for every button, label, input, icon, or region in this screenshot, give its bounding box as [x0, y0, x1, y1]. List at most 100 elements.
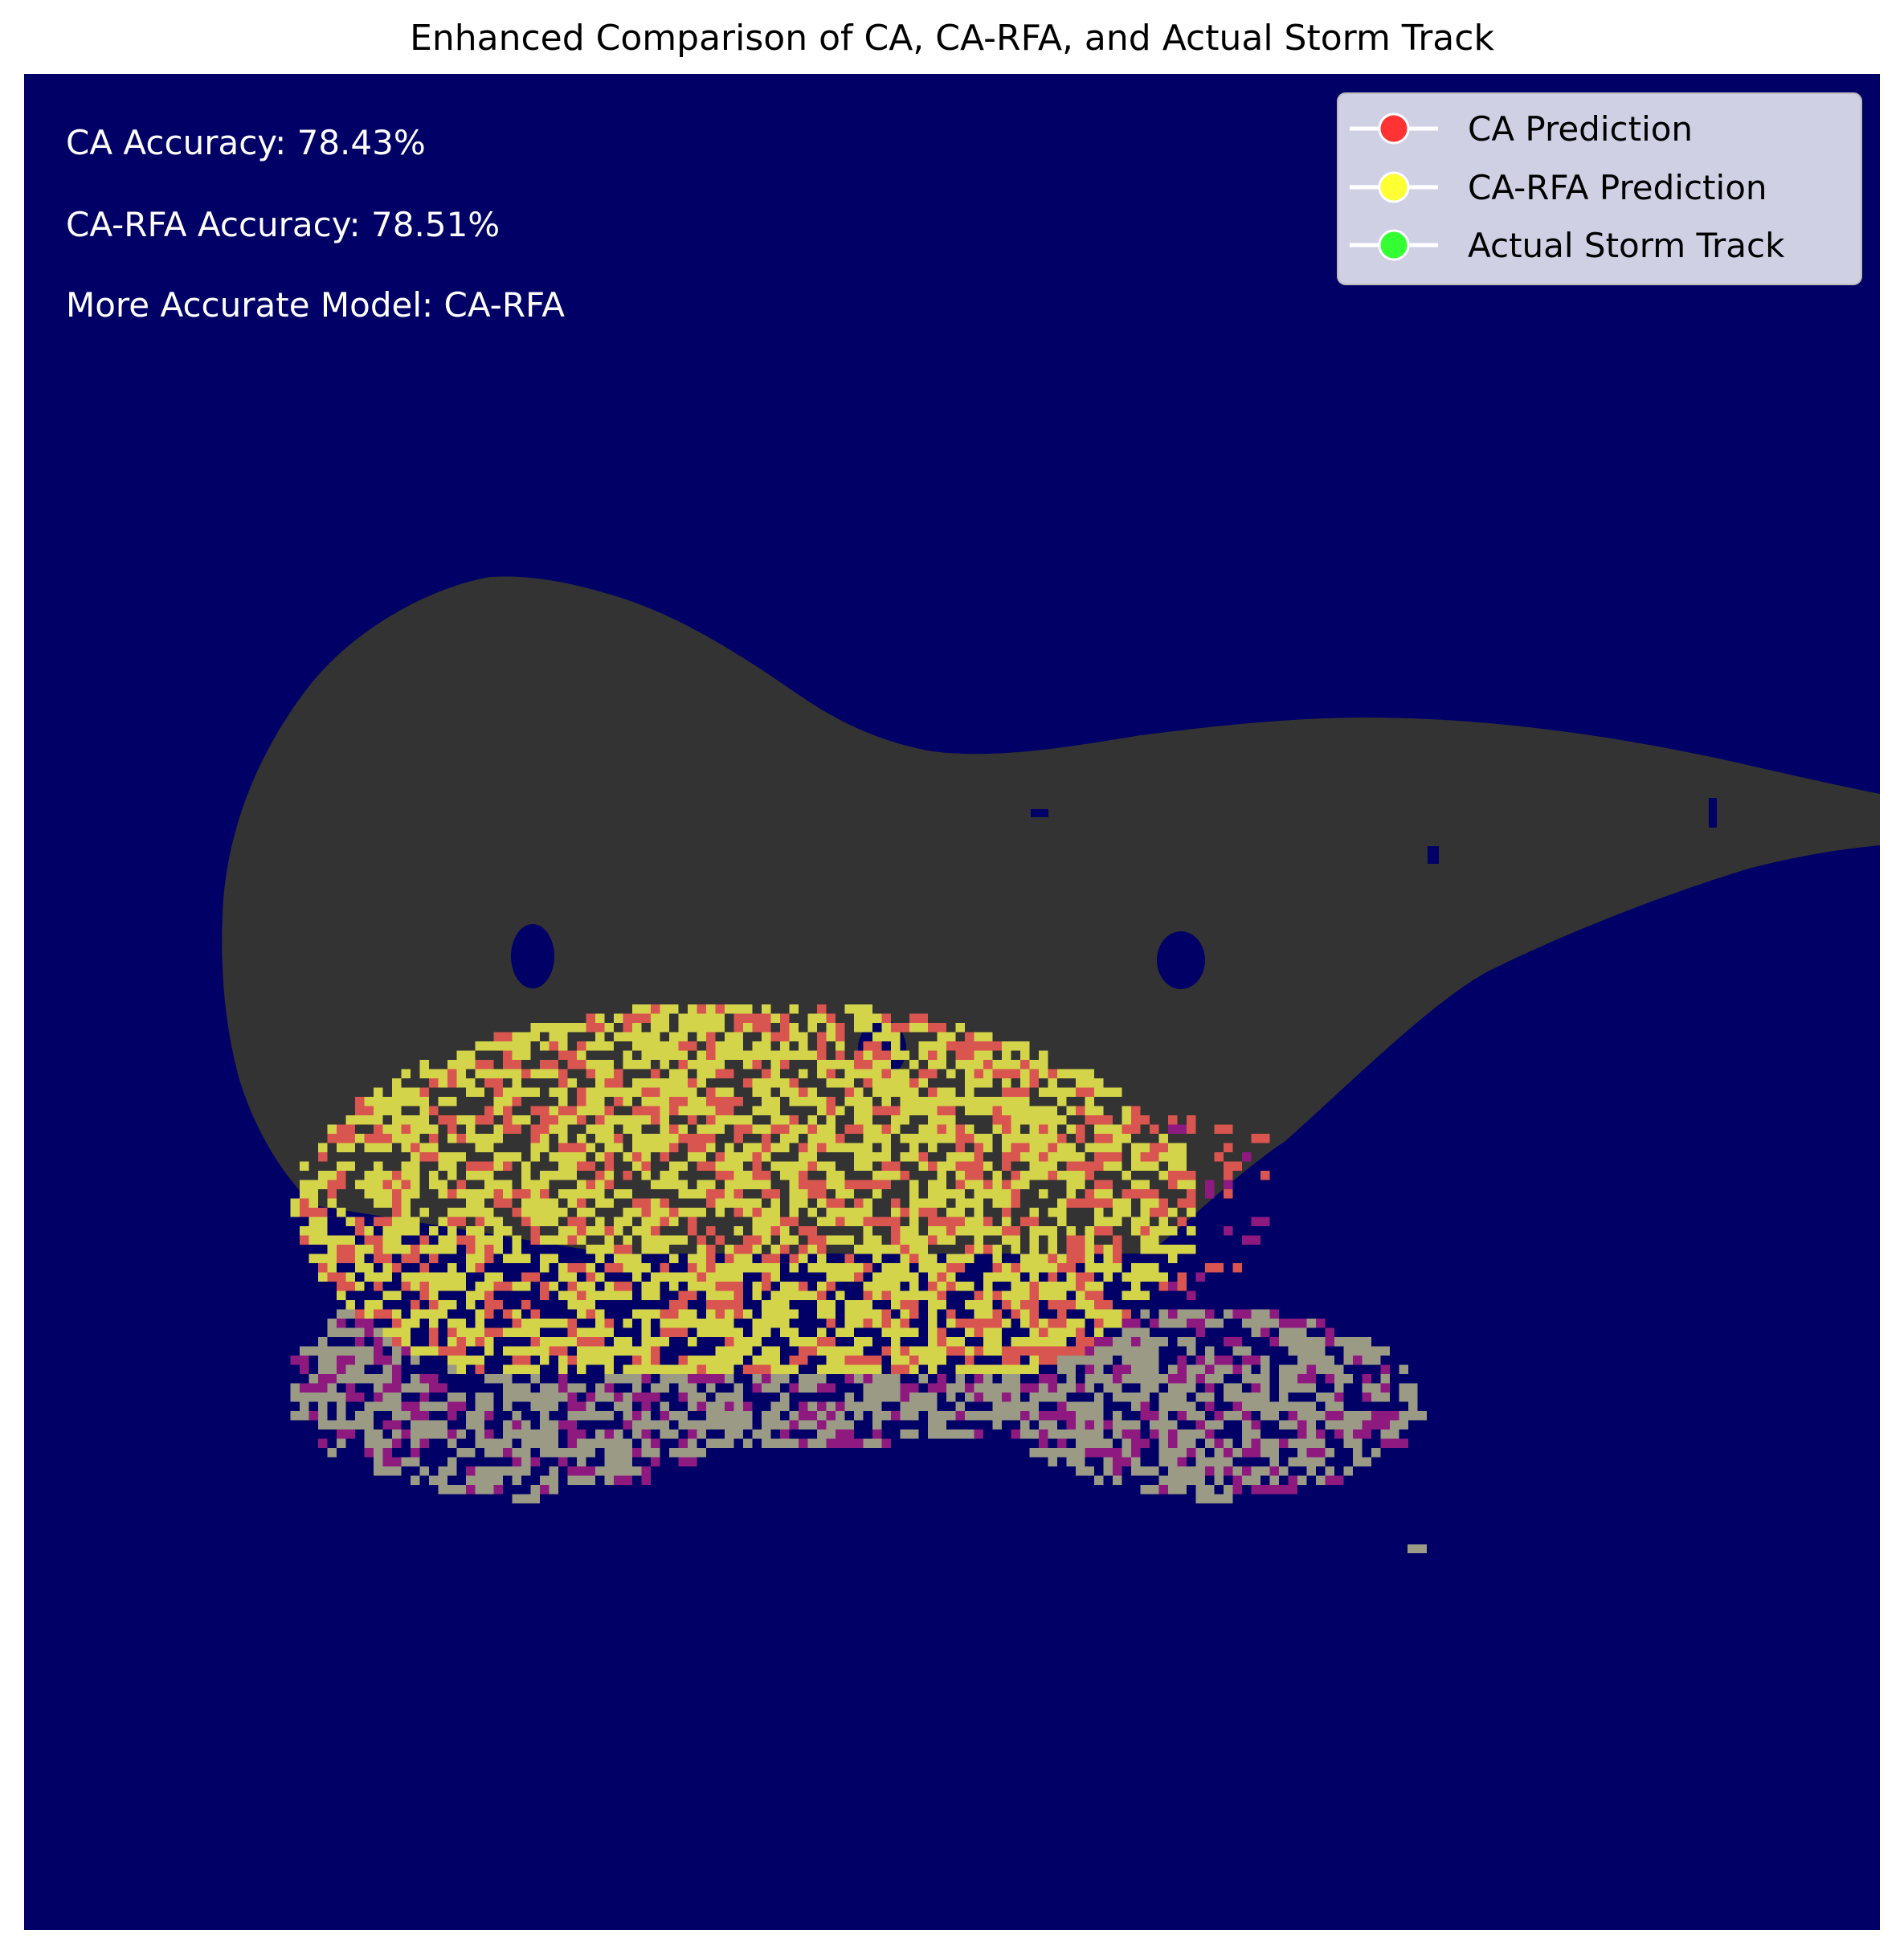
prediction-cell — [909, 1393, 919, 1402]
legend-marker-yellow — [1378, 171, 1410, 203]
prediction-cell — [1029, 1282, 1039, 1291]
prediction-cell — [567, 1171, 577, 1180]
prediction-cell — [447, 1411, 457, 1421]
prediction-cell — [799, 1374, 817, 1384]
prediction-cell — [549, 1087, 558, 1097]
prediction-cell — [1057, 1152, 1067, 1162]
prediction-cell — [983, 1226, 993, 1236]
prediction-cell — [632, 1198, 651, 1208]
prediction-cell — [558, 1171, 568, 1180]
prediction-cell — [623, 1448, 632, 1458]
prediction-cell — [614, 1337, 623, 1347]
prediction-cell — [1177, 1161, 1187, 1171]
prediction-cell — [392, 1420, 402, 1429]
prediction-cell — [1195, 1466, 1205, 1476]
prediction-cell — [623, 1282, 632, 1291]
prediction-cell — [540, 1143, 550, 1152]
prediction-cell — [484, 1115, 494, 1125]
prediction-cell — [706, 1245, 716, 1254]
prediction-cell — [1150, 1356, 1159, 1365]
prediction-cell — [891, 1300, 901, 1310]
prediction-cell — [1232, 1485, 1242, 1495]
prediction-cell — [937, 1290, 946, 1300]
prediction-cell — [715, 1124, 725, 1134]
prediction-cell — [752, 1217, 771, 1226]
prediction-cell — [392, 1189, 402, 1199]
prediction-cell — [706, 1143, 716, 1152]
prediction-cell — [1076, 1152, 1085, 1162]
prediction-cell — [411, 1282, 420, 1291]
prediction-cell — [1002, 1161, 1011, 1171]
prediction-cell — [697, 1245, 706, 1254]
prediction-cell — [651, 1198, 660, 1208]
prediction-cell — [484, 1485, 494, 1495]
prediction-cell — [475, 1290, 484, 1300]
prediction-cell — [530, 1485, 540, 1495]
prediction-cell — [807, 1290, 817, 1300]
prediction-cell — [1187, 1383, 1196, 1393]
prediction-cell — [762, 1263, 780, 1273]
prediction-cell — [669, 1069, 679, 1078]
prediction-cell — [438, 1466, 457, 1476]
prediction-cell — [1306, 1364, 1316, 1374]
prediction-cell — [484, 1272, 494, 1282]
prediction-cell — [743, 1143, 762, 1152]
prediction-cell — [1103, 1448, 1122, 1458]
prediction-cell — [438, 1245, 457, 1254]
storm-hole — [1428, 846, 1439, 864]
prediction-cell — [974, 1319, 983, 1328]
prediction-cell — [743, 1337, 753, 1347]
prediction-cell — [817, 1004, 827, 1014]
prediction-cell — [836, 1106, 845, 1115]
prediction-cell — [411, 1475, 420, 1485]
prediction-cell — [909, 1198, 919, 1208]
prediction-cell — [752, 1078, 762, 1088]
prediction-cell — [974, 1383, 983, 1393]
prediction-cell — [604, 1282, 614, 1291]
prediction-cell — [688, 1263, 697, 1273]
prediction-cell — [327, 1356, 337, 1365]
prediction-cell — [706, 1180, 716, 1189]
prediction-cell — [733, 1263, 743, 1273]
prediction-cell — [429, 1475, 447, 1485]
prediction-cell — [623, 1411, 632, 1421]
prediction-cell — [1187, 1429, 1196, 1439]
prediction-cell — [337, 1401, 346, 1411]
prediction-cell — [909, 1106, 919, 1115]
prediction-cell — [660, 1245, 669, 1254]
prediction-cell — [1279, 1383, 1289, 1393]
prediction-cell — [1195, 1364, 1205, 1374]
prediction-cell — [725, 1143, 734, 1152]
prediction-cell — [762, 1235, 771, 1245]
prediction-cell — [318, 1420, 337, 1429]
prediction-cell — [419, 1245, 439, 1254]
prediction-cell — [881, 1438, 891, 1448]
prediction-cell — [1297, 1420, 1307, 1429]
prediction-cell — [826, 1060, 836, 1070]
prediction-cell — [549, 1337, 558, 1347]
prediction-cell — [1011, 1069, 1020, 1078]
prediction-cell — [1205, 1466, 1215, 1476]
prediction-cell — [512, 1420, 521, 1429]
prediction-cell — [1177, 1282, 1187, 1291]
prediction-cell — [1279, 1393, 1289, 1402]
prediction-cell — [327, 1245, 337, 1254]
prediction-cell — [1260, 1393, 1270, 1402]
prediction-cell — [1158, 1134, 1168, 1143]
prediction-cell — [484, 1134, 494, 1143]
prediction-cell — [1260, 1411, 1270, 1421]
prediction-cell — [318, 1356, 328, 1365]
prediction-cell — [1011, 1226, 1020, 1236]
prediction-cell — [770, 1124, 790, 1134]
prediction-cell — [1177, 1411, 1187, 1421]
prediction-cell — [447, 1401, 466, 1411]
prediction-cell — [817, 1438, 827, 1448]
prediction-cell — [1085, 1290, 1104, 1300]
prediction-cell — [872, 1411, 882, 1421]
prediction-cell — [493, 1198, 513, 1208]
prediction-cell — [521, 1300, 531, 1310]
prediction-cell — [419, 1290, 429, 1300]
prediction-cell — [826, 1078, 845, 1088]
prediction-cell — [1122, 1124, 1141, 1134]
prediction-cell — [789, 1171, 799, 1180]
